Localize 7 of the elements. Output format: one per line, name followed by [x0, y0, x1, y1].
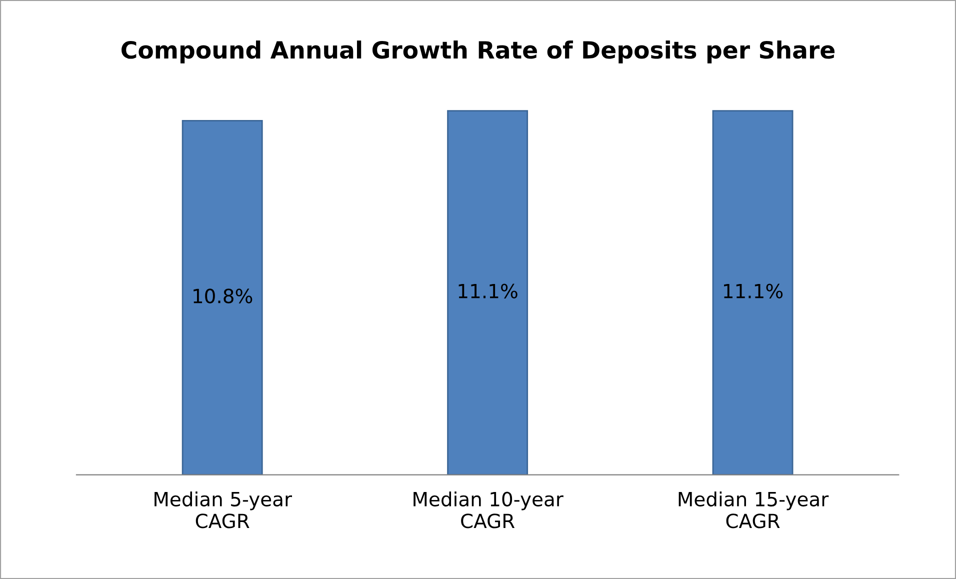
chart-title: Compound Annual Growth Rate of Deposits per Share [122, 40, 835, 64]
data-label: 11.1% [724, 284, 783, 298]
x-tick-label: Median 15-year CAGR [678, 491, 829, 528]
data-label: 11.1% [458, 284, 518, 298]
x-tick-label: Median 5-year CAGR [154, 491, 292, 528]
x-tick-label: Median 10-year CAGR [414, 491, 564, 528]
data-label: 10.8% [194, 288, 252, 304]
